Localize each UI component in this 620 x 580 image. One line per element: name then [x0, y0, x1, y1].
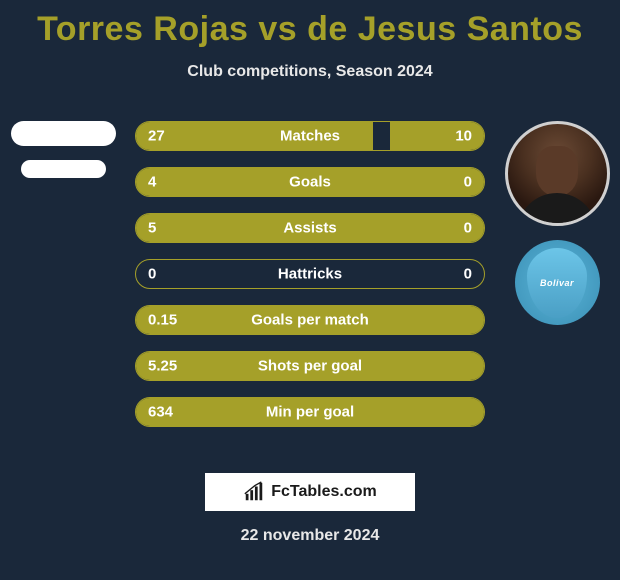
page-subtitle: Club competitions, Season 2024: [0, 63, 620, 81]
stat-row: 5 0 Assists: [135, 213, 485, 243]
site-name: FcTables.com: [271, 483, 377, 501]
stat-value-left: 0.15: [148, 312, 177, 329]
stat-label: Matches: [280, 128, 340, 145]
site-badge: FcTables.com: [205, 473, 415, 511]
team-placeholder-icon: [21, 160, 106, 178]
stat-value-right: 0: [464, 174, 472, 191]
avatar-placeholder-icon: [11, 121, 116, 146]
stat-label: Shots per goal: [258, 358, 362, 375]
stat-label: Min per goal: [266, 404, 354, 421]
comparison-content: Bolivar 27 10 Matches 4 0 Goals 5 0 Assists 0 0 Hat…: [0, 121, 620, 451]
stat-value-left: 27: [148, 128, 165, 145]
team-badge-label: Bolivar: [540, 278, 574, 288]
stat-bars: 27 10 Matches 4 0 Goals 5 0 Assists 0 0 Hattricks 0.…: [135, 121, 485, 427]
stat-row: 0.15 Goals per match: [135, 305, 485, 335]
stat-label: Goals per match: [251, 312, 369, 329]
stat-value-right: 10: [455, 128, 472, 145]
stat-value-right: 0: [464, 266, 472, 283]
stat-value-left: 0: [148, 266, 156, 283]
stat-value-left: 634: [148, 404, 173, 421]
player-photo-icon: [505, 121, 610, 226]
stat-value-left: 4: [148, 174, 156, 191]
chart-icon: [243, 481, 265, 503]
team-badge-icon: Bolivar: [515, 240, 600, 325]
stat-row: 27 10 Matches: [135, 121, 485, 151]
page-title: Torres Rojas vs de Jesus Santos: [0, 0, 620, 49]
footer-date: 22 november 2024: [0, 527, 620, 545]
stat-row: 634 Min per goal: [135, 397, 485, 427]
stat-row: 0 0 Hattricks: [135, 259, 485, 289]
stat-label: Hattricks: [278, 266, 342, 283]
stat-label: Goals: [289, 174, 331, 191]
stat-row: 4 0 Goals: [135, 167, 485, 197]
stat-row: 5.25 Shots per goal: [135, 351, 485, 381]
stat-value-left: 5: [148, 220, 156, 237]
player-left-column: [8, 121, 118, 178]
stat-value-right: 0: [464, 220, 472, 237]
player-right-column: Bolivar: [502, 121, 612, 325]
stat-value-left: 5.25: [148, 358, 177, 375]
stat-label: Assists: [283, 220, 336, 237]
